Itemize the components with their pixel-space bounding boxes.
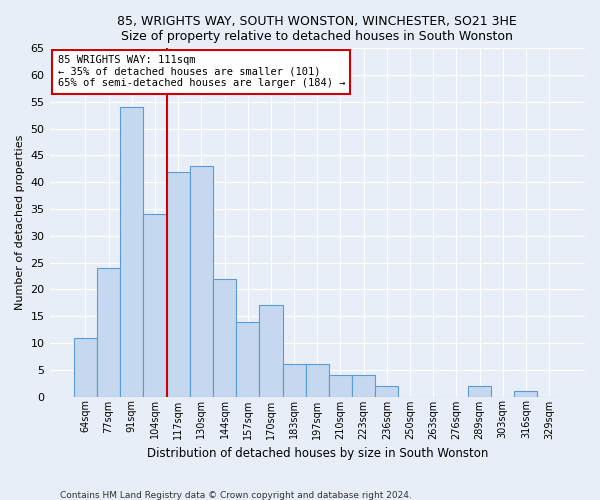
Bar — [213, 278, 236, 396]
Text: 85 WRIGHTS WAY: 111sqm
← 35% of detached houses are smaller (101)
65% of semi-de: 85 WRIGHTS WAY: 111sqm ← 35% of detached… — [58, 56, 345, 88]
Bar — [468, 386, 491, 396]
Bar — [74, 338, 97, 396]
X-axis label: Distribution of detached houses by size in South Wonston: Distribution of detached houses by size … — [146, 447, 488, 460]
Bar — [283, 364, 305, 396]
Y-axis label: Number of detached properties: Number of detached properties — [15, 134, 25, 310]
Bar — [190, 166, 213, 396]
Bar — [167, 172, 190, 396]
Bar — [97, 268, 120, 396]
Bar — [236, 322, 259, 396]
Bar — [120, 108, 143, 397]
Bar — [352, 375, 375, 396]
Bar — [514, 391, 538, 396]
Bar — [329, 375, 352, 396]
Bar — [259, 306, 283, 396]
Bar — [375, 386, 398, 396]
Title: 85, WRIGHTS WAY, SOUTH WONSTON, WINCHESTER, SO21 3HE
Size of property relative t: 85, WRIGHTS WAY, SOUTH WONSTON, WINCHEST… — [118, 15, 517, 43]
Bar — [305, 364, 329, 396]
Bar — [143, 214, 167, 396]
Text: Contains HM Land Registry data © Crown copyright and database right 2024.: Contains HM Land Registry data © Crown c… — [60, 490, 412, 500]
